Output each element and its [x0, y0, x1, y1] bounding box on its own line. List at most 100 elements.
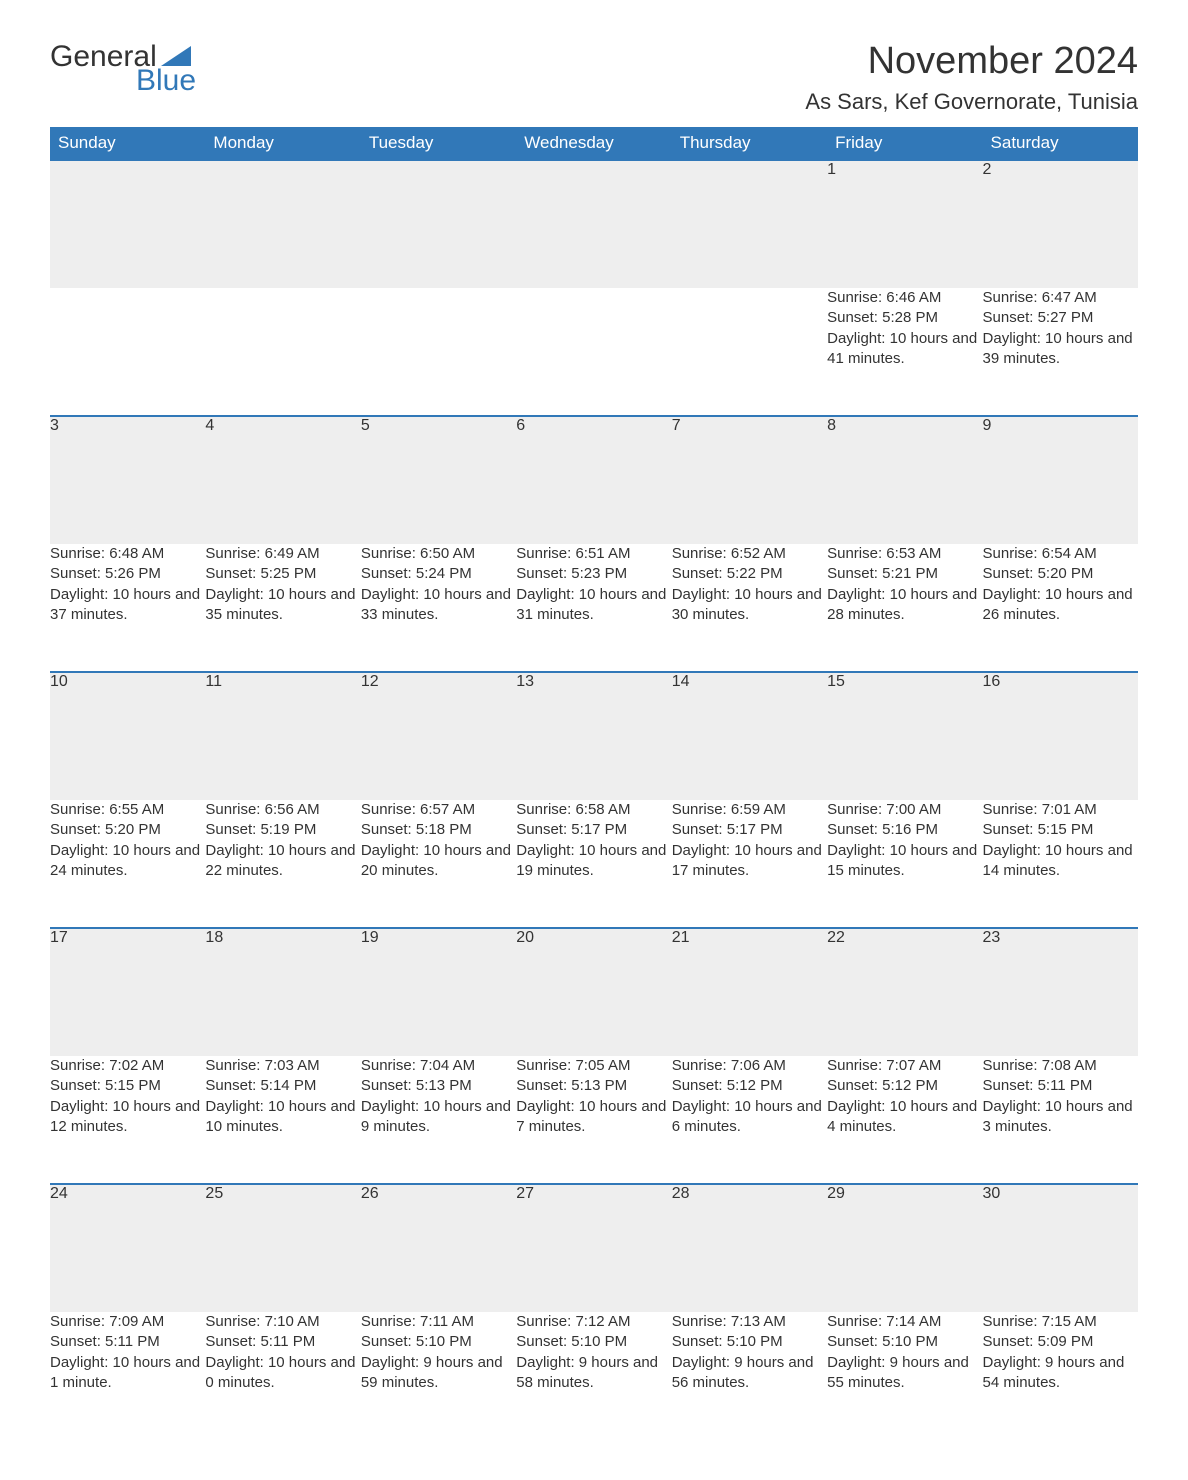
sunset-line: Sunset: 5:15 PM — [50, 1076, 205, 1096]
day-number: 28 — [672, 1184, 827, 1312]
day-cell: Sunrise: 6:46 AMSunset: 5:28 PMDaylight:… — [827, 288, 982, 416]
day-cell: Sunrise: 6:54 AMSunset: 5:20 PMDaylight:… — [983, 544, 1138, 672]
sunrise-line: Sunrise: 6:50 AM — [361, 544, 516, 564]
day-cell: Sunrise: 7:09 AMSunset: 5:11 PMDaylight:… — [50, 1312, 205, 1440]
daylight-line: Daylight: 10 hours and 26 minutes. — [983, 585, 1138, 626]
day-body-row: Sunrise: 6:46 AMSunset: 5:28 PMDaylight:… — [50, 288, 1138, 416]
weekday-header: Friday — [827, 127, 982, 160]
sunset-line: Sunset: 5:15 PM — [983, 820, 1138, 840]
sunset-line: Sunset: 5:27 PM — [983, 308, 1138, 328]
day-cell: Sunrise: 6:53 AMSunset: 5:21 PMDaylight:… — [827, 544, 982, 672]
sunset-line: Sunset: 5:25 PM — [205, 564, 360, 584]
daylight-line: Daylight: 10 hours and 0 minutes. — [205, 1353, 360, 1394]
day-number: 1 — [827, 160, 982, 288]
daylight-line: Daylight: 10 hours and 28 minutes. — [827, 585, 982, 626]
sunset-line: Sunset: 5:16 PM — [827, 820, 982, 840]
sunset-line: Sunset: 5:28 PM — [827, 308, 982, 328]
daylight-line: Daylight: 10 hours and 30 minutes. — [672, 585, 827, 626]
day-cell: Sunrise: 6:52 AMSunset: 5:22 PMDaylight:… — [672, 544, 827, 672]
day-number: 25 — [205, 1184, 360, 1312]
sunrise-line: Sunrise: 7:14 AM — [827, 1312, 982, 1332]
sunrise-line: Sunrise: 7:10 AM — [205, 1312, 360, 1332]
daylight-line: Daylight: 9 hours and 55 minutes. — [827, 1353, 982, 1394]
empty-day-number — [205, 160, 360, 288]
sunrise-line: Sunrise: 7:12 AM — [516, 1312, 671, 1332]
daylight-line: Daylight: 9 hours and 54 minutes. — [983, 1353, 1138, 1394]
sunset-line: Sunset: 5:19 PM — [205, 820, 360, 840]
day-cell: Sunrise: 7:05 AMSunset: 5:13 PMDaylight:… — [516, 1056, 671, 1184]
sunset-line: Sunset: 5:20 PM — [50, 820, 205, 840]
sunset-line: Sunset: 5:11 PM — [983, 1076, 1138, 1096]
calendar-table: Sunday Monday Tuesday Wednesday Thursday… — [50, 127, 1138, 1440]
sunset-line: Sunset: 5:10 PM — [827, 1332, 982, 1352]
sunset-line: Sunset: 5:10 PM — [361, 1332, 516, 1352]
day-number-row: 12 — [50, 160, 1138, 288]
sunset-line: Sunset: 5:24 PM — [361, 564, 516, 584]
sunrise-line: Sunrise: 6:58 AM — [516, 800, 671, 820]
title-block: November 2024 As Sars, Kef Governorate, … — [805, 40, 1138, 115]
day-number: 24 — [50, 1184, 205, 1312]
calendar-body: 12Sunrise: 6:46 AMSunset: 5:28 PMDayligh… — [50, 160, 1138, 1440]
weekday-header: Tuesday — [361, 127, 516, 160]
day-number-row: 3456789 — [50, 416, 1138, 544]
day-cell: Sunrise: 6:50 AMSunset: 5:24 PMDaylight:… — [361, 544, 516, 672]
sunrise-line: Sunrise: 7:05 AM — [516, 1056, 671, 1076]
daylight-line: Daylight: 10 hours and 37 minutes. — [50, 585, 205, 626]
sunrise-line: Sunrise: 7:02 AM — [50, 1056, 205, 1076]
day-number-row: 17181920212223 — [50, 928, 1138, 1056]
empty-day-number — [361, 160, 516, 288]
day-cell: Sunrise: 7:03 AMSunset: 5:14 PMDaylight:… — [205, 1056, 360, 1184]
day-body-row: Sunrise: 6:55 AMSunset: 5:20 PM Daylight:… — [50, 800, 1138, 928]
sunset-line: Sunset: 5:12 PM — [672, 1076, 827, 1096]
sunrise-line: Sunrise: 7:00 AM — [827, 800, 982, 820]
sunrise-line: Sunrise: 6:55 AM — [50, 800, 205, 820]
logo-word-2: Blue — [136, 64, 196, 98]
daylight-line: Daylight: 10 hours and 31 minutes. — [516, 585, 671, 626]
daylight-line: Daylight: 10 hours and 7 minutes. — [516, 1097, 671, 1138]
daylight-line: Daylight: 10 hours and 33 minutes. — [361, 585, 516, 626]
sunrise-line: Sunrise: 6:56 AM — [205, 800, 360, 820]
sunrise-line: Sunrise: 7:15 AM — [983, 1312, 1138, 1332]
day-number: 30 — [983, 1184, 1138, 1312]
daylight-line: Daylight: 10 hours and 12 minutes. — [50, 1097, 205, 1138]
sunset-line: Sunset: 5:10 PM — [672, 1332, 827, 1352]
day-number: 13 — [516, 672, 671, 800]
day-cell: Sunrise: 6:57 AMSunset: 5:18 PMDaylight:… — [361, 800, 516, 928]
logo: General Blue — [50, 40, 196, 98]
sunset-line: Sunset: 5:13 PM — [361, 1076, 516, 1096]
daylight-line: Daylight: 10 hours and 4 minutes. — [827, 1097, 982, 1138]
day-number: 5 — [361, 416, 516, 544]
sunrise-line: Sunrise: 7:03 AM — [205, 1056, 360, 1076]
sunset-line: Sunset: 5:13 PM — [516, 1076, 671, 1096]
daylight-line: Daylight: 9 hours and 58 minutes. — [516, 1353, 671, 1394]
sunrise-line: Sunrise: 6:49 AM — [205, 544, 360, 564]
sunset-line: Sunset: 5:22 PM — [672, 564, 827, 584]
day-number: 26 — [361, 1184, 516, 1312]
sunrise-line: Sunrise: 6:59 AM — [672, 800, 827, 820]
weekday-header: Saturday — [983, 127, 1138, 160]
day-number: 3 — [50, 416, 205, 544]
day-cell: Sunrise: 6:55 AMSunset: 5:20 PMDaylight:… — [50, 800, 205, 928]
empty-day-cell — [516, 288, 671, 416]
weekday-header: Wednesday — [516, 127, 671, 160]
day-cell: Sunrise: 7:04 AMSunset: 5:13 PMDaylight:… — [361, 1056, 516, 1184]
day-cell: Sunrise: 6:56 AMSunset: 5:19 PMDaylight:… — [205, 800, 360, 928]
day-cell: Sunrise: 7:15 AMSunset: 5:09 PMDaylight:… — [983, 1312, 1138, 1440]
sunrise-line: Sunrise: 7:09 AM — [50, 1312, 205, 1332]
day-number: 18 — [205, 928, 360, 1056]
day-number: 7 — [672, 416, 827, 544]
daylight-line: Daylight: 10 hours and 19 minutes. — [516, 841, 671, 882]
sunset-line: Sunset: 5:17 PM — [672, 820, 827, 840]
sunrise-line: Sunrise: 6:57 AM — [361, 800, 516, 820]
empty-day-cell — [205, 288, 360, 416]
day-number: 10 — [50, 672, 205, 800]
sunrise-line: Sunrise: 6:48 AM — [50, 544, 205, 564]
day-cell: Sunrise: 7:00 AMSunset: 5:16 PMDaylight:… — [827, 800, 982, 928]
weekday-header-row: Sunday Monday Tuesday Wednesday Thursday… — [50, 127, 1138, 160]
day-number: 11 — [205, 672, 360, 800]
day-number: 12 — [361, 672, 516, 800]
sunrise-line: Sunrise: 6:47 AM — [983, 288, 1138, 308]
day-number: 29 — [827, 1184, 982, 1312]
day-number: 15 — [827, 672, 982, 800]
weekday-header: Sunday — [50, 127, 205, 160]
